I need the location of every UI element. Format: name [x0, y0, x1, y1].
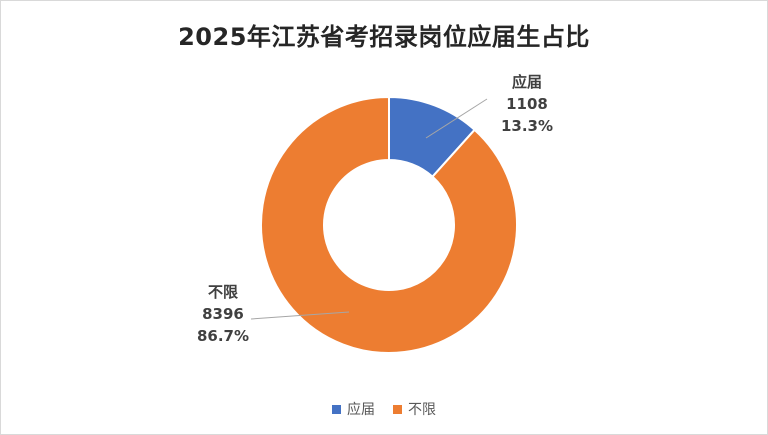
legend-swatch-buxian	[393, 404, 402, 414]
legend-item-buxian: 不限	[393, 399, 436, 419]
legend-label-buxian: 不限	[408, 402, 436, 418]
leader-line-1	[250, 311, 350, 320]
legend-label-yingjie: 应届	[347, 402, 375, 418]
slice-percent-1: 86.7%	[197, 327, 249, 345]
legend-swatch-yingjie	[332, 404, 341, 414]
slice-percent-0: 13.3%	[501, 117, 553, 135]
slice-label-1: 不限	[208, 283, 238, 301]
chart-title: 2025年江苏省考招录岗位应届生占比	[178, 23, 590, 51]
slice-label-0: 应届	[512, 73, 542, 91]
slice-value-1: 8396	[202, 305, 244, 323]
slice-value-0: 1108	[506, 95, 548, 113]
leader-line-0	[425, 98, 488, 139]
slice-1	[260, 95, 518, 354]
legend-item-yingjie: 应届	[332, 399, 375, 419]
legend: 应届 不限	[1, 399, 767, 419]
